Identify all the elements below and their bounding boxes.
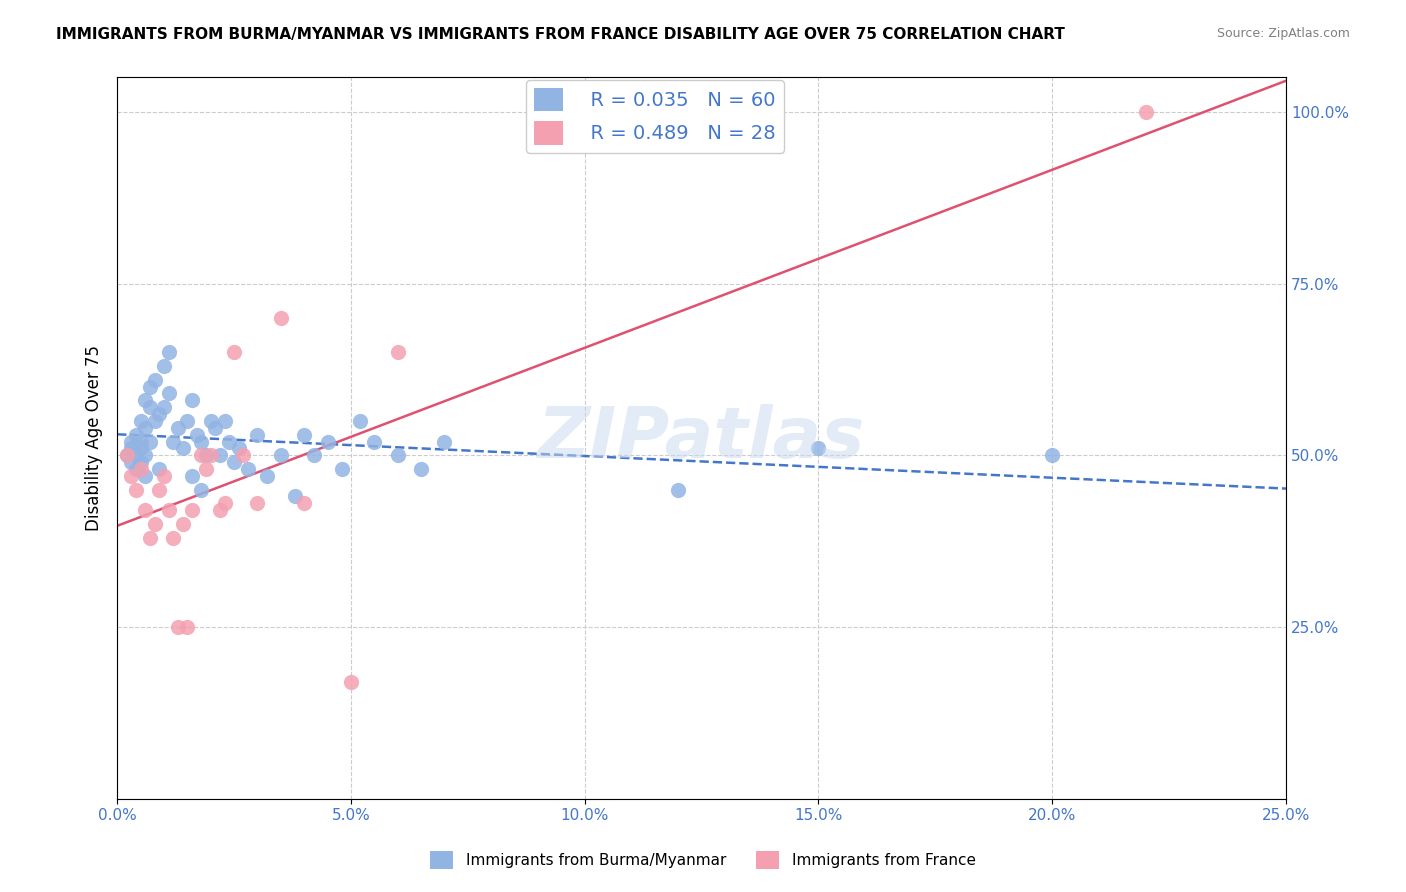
Point bbox=[209, 448, 232, 462]
Point bbox=[256, 469, 278, 483]
Text: IMMIGRANTS FROM BURMA/MYANMAR VS IMMIGRANTS FROM FRANCE DISABILITY AGE OVER 75 C: IMMIGRANTS FROM BURMA/MYANMAR VS IMMIGRA… bbox=[56, 27, 1066, 42]
Point bbox=[139, 379, 162, 393]
Point bbox=[387, 448, 409, 462]
Point bbox=[181, 469, 204, 483]
Point bbox=[143, 373, 166, 387]
Point bbox=[125, 427, 148, 442]
Point bbox=[214, 414, 236, 428]
Point bbox=[153, 400, 176, 414]
Point bbox=[125, 448, 148, 462]
Point bbox=[162, 434, 184, 449]
Point bbox=[148, 407, 170, 421]
Point bbox=[157, 345, 180, 359]
Point bbox=[134, 393, 156, 408]
Point bbox=[143, 516, 166, 531]
Point bbox=[349, 414, 371, 428]
Text: Source: ZipAtlas.com: Source: ZipAtlas.com bbox=[1216, 27, 1350, 40]
Point bbox=[157, 386, 180, 401]
Point bbox=[232, 448, 254, 462]
Point bbox=[363, 434, 385, 449]
Point bbox=[120, 455, 142, 469]
Point bbox=[218, 434, 240, 449]
Point bbox=[292, 427, 315, 442]
Point bbox=[115, 448, 138, 462]
Point bbox=[186, 427, 208, 442]
Point bbox=[125, 462, 148, 476]
Y-axis label: Disability Age Over 75: Disability Age Over 75 bbox=[86, 345, 103, 531]
Point bbox=[228, 442, 250, 456]
Point bbox=[302, 448, 325, 462]
Point bbox=[222, 345, 245, 359]
Point bbox=[246, 496, 269, 510]
Point bbox=[176, 620, 198, 634]
Point bbox=[129, 442, 152, 456]
Point bbox=[120, 469, 142, 483]
Point bbox=[1135, 104, 1157, 119]
Point bbox=[190, 448, 212, 462]
Point bbox=[176, 414, 198, 428]
Point bbox=[125, 483, 148, 497]
Point bbox=[148, 483, 170, 497]
Point bbox=[172, 516, 194, 531]
Point bbox=[139, 434, 162, 449]
Point bbox=[340, 675, 363, 690]
Point bbox=[134, 421, 156, 435]
Point bbox=[139, 531, 162, 545]
Point bbox=[190, 434, 212, 449]
Point bbox=[153, 359, 176, 373]
Point bbox=[222, 455, 245, 469]
Point bbox=[134, 469, 156, 483]
Point bbox=[246, 427, 269, 442]
Point bbox=[236, 462, 259, 476]
Legend: Immigrants from Burma/Myanmar, Immigrants from France: Immigrants from Burma/Myanmar, Immigrant… bbox=[425, 845, 981, 875]
Point bbox=[807, 442, 830, 456]
Point bbox=[115, 448, 138, 462]
Point bbox=[129, 455, 152, 469]
Point bbox=[120, 434, 142, 449]
Point bbox=[181, 503, 204, 517]
Point bbox=[120, 442, 142, 456]
Text: ZIPatlas: ZIPatlas bbox=[538, 403, 865, 473]
Point bbox=[214, 496, 236, 510]
Point bbox=[270, 448, 292, 462]
Point bbox=[270, 310, 292, 325]
Point bbox=[433, 434, 456, 449]
Point bbox=[129, 434, 152, 449]
Point bbox=[167, 620, 190, 634]
Point bbox=[209, 503, 232, 517]
Point bbox=[316, 434, 339, 449]
Point bbox=[148, 462, 170, 476]
Point bbox=[143, 414, 166, 428]
Point bbox=[157, 503, 180, 517]
Point bbox=[139, 400, 162, 414]
Point bbox=[195, 462, 218, 476]
Point bbox=[1040, 448, 1063, 462]
Point bbox=[162, 531, 184, 545]
Point bbox=[387, 345, 409, 359]
Point bbox=[134, 503, 156, 517]
Point bbox=[666, 483, 689, 497]
Point bbox=[134, 448, 156, 462]
Point bbox=[200, 414, 222, 428]
Legend:   R = 0.035   N = 60,   R = 0.489   N = 28: R = 0.035 N = 60, R = 0.489 N = 28 bbox=[526, 80, 783, 153]
Point bbox=[292, 496, 315, 510]
Point bbox=[284, 490, 307, 504]
Point bbox=[190, 483, 212, 497]
Point bbox=[181, 393, 204, 408]
Point bbox=[172, 442, 194, 456]
Point bbox=[204, 421, 226, 435]
Point bbox=[129, 414, 152, 428]
Point bbox=[200, 448, 222, 462]
Point bbox=[409, 462, 432, 476]
Point bbox=[129, 462, 152, 476]
Point bbox=[153, 469, 176, 483]
Point bbox=[330, 462, 353, 476]
Point bbox=[195, 448, 218, 462]
Point bbox=[167, 421, 190, 435]
